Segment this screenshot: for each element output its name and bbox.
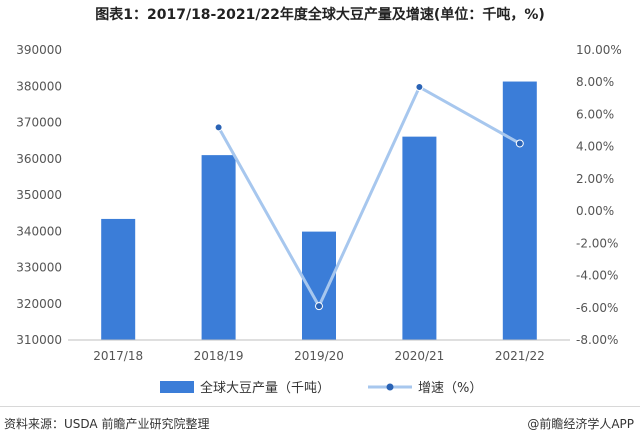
right-tick-label: 4.00%: [576, 140, 614, 154]
left-tick-label: 330000: [16, 261, 62, 275]
growth-line-path: [217, 84, 521, 310]
bar-2021/22: [502, 81, 537, 340]
bar-2018/19: [201, 155, 236, 340]
growth-point-2020/21: [415, 83, 424, 92]
category-label: 2018/19: [194, 349, 244, 363]
left-tick-label: 370000: [16, 116, 62, 130]
axes: 310000 320000 330000 340000 350000 360000 3700…: [16, 43, 622, 363]
right-tick-label: 10.00%: [576, 43, 622, 57]
left-tick-label: 320000: [16, 297, 62, 311]
left-tick-label: 350000: [16, 188, 62, 202]
growth-line: [214, 83, 524, 311]
legend-bar-swatch: [160, 381, 194, 393]
credit: @前瞻经济学人APP: [527, 417, 634, 431]
right-tick-label: -4.00%: [576, 269, 618, 283]
right-tick-label: -8.00%: [576, 333, 618, 347]
chart-title: 图表1：2017/18-2021/22年度全球大豆产量及增速(单位：千吨，%): [95, 7, 545, 23]
footer-divider: [0, 406, 640, 407]
right-tick-label: 8.00%: [576, 75, 614, 89]
source-note: 资料来源：USDA 前瞻产业研究院整理: [4, 417, 210, 431]
category-label: 2020/21: [394, 349, 444, 363]
legend: 全球大豆产量（千吨） 增速（%）: [160, 380, 482, 396]
right-tick-label: 2.00%: [576, 172, 614, 186]
legend-line-marker: [386, 383, 394, 391]
left-tick-label: 360000: [16, 152, 62, 166]
legend-bar-label: 全球大豆产量（千吨）: [200, 380, 330, 396]
growth-point-2021/22: [515, 139, 524, 148]
growth-point-2019/20: [315, 302, 323, 311]
left-tick-label: 340000: [16, 224, 62, 238]
growth-point-2018/19: [214, 123, 223, 132]
bar-2017/18: [101, 218, 136, 340]
category-label: 2017/18: [93, 349, 143, 363]
left-tick-label: 380000: [16, 79, 62, 93]
right-tick-label: 6.00%: [576, 107, 614, 121]
right-tick-label: -6.00%: [576, 301, 618, 315]
category-label: 2021/22: [495, 349, 545, 363]
category-label: 2019/20: [294, 349, 344, 363]
legend-line-label: 增速（%）: [418, 381, 482, 396]
right-tick-label: 0.00%: [576, 204, 614, 218]
right-tick-label: -2.00%: [576, 236, 618, 250]
bar-2020/21: [402, 136, 437, 340]
left-tick-label: 390000: [16, 43, 62, 57]
bars: [101, 81, 537, 340]
left-tick-label: 310000: [16, 333, 62, 347]
